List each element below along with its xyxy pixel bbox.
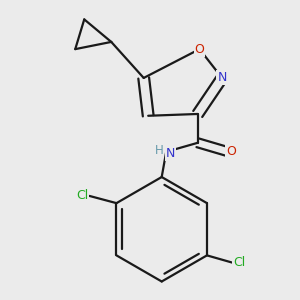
- Text: O: O: [195, 43, 205, 56]
- Text: Cl: Cl: [76, 189, 88, 203]
- Text: Cl: Cl: [233, 256, 245, 269]
- Text: H: H: [154, 143, 164, 157]
- Text: N: N: [166, 147, 175, 160]
- Text: O: O: [226, 145, 236, 158]
- Text: N: N: [218, 71, 227, 84]
